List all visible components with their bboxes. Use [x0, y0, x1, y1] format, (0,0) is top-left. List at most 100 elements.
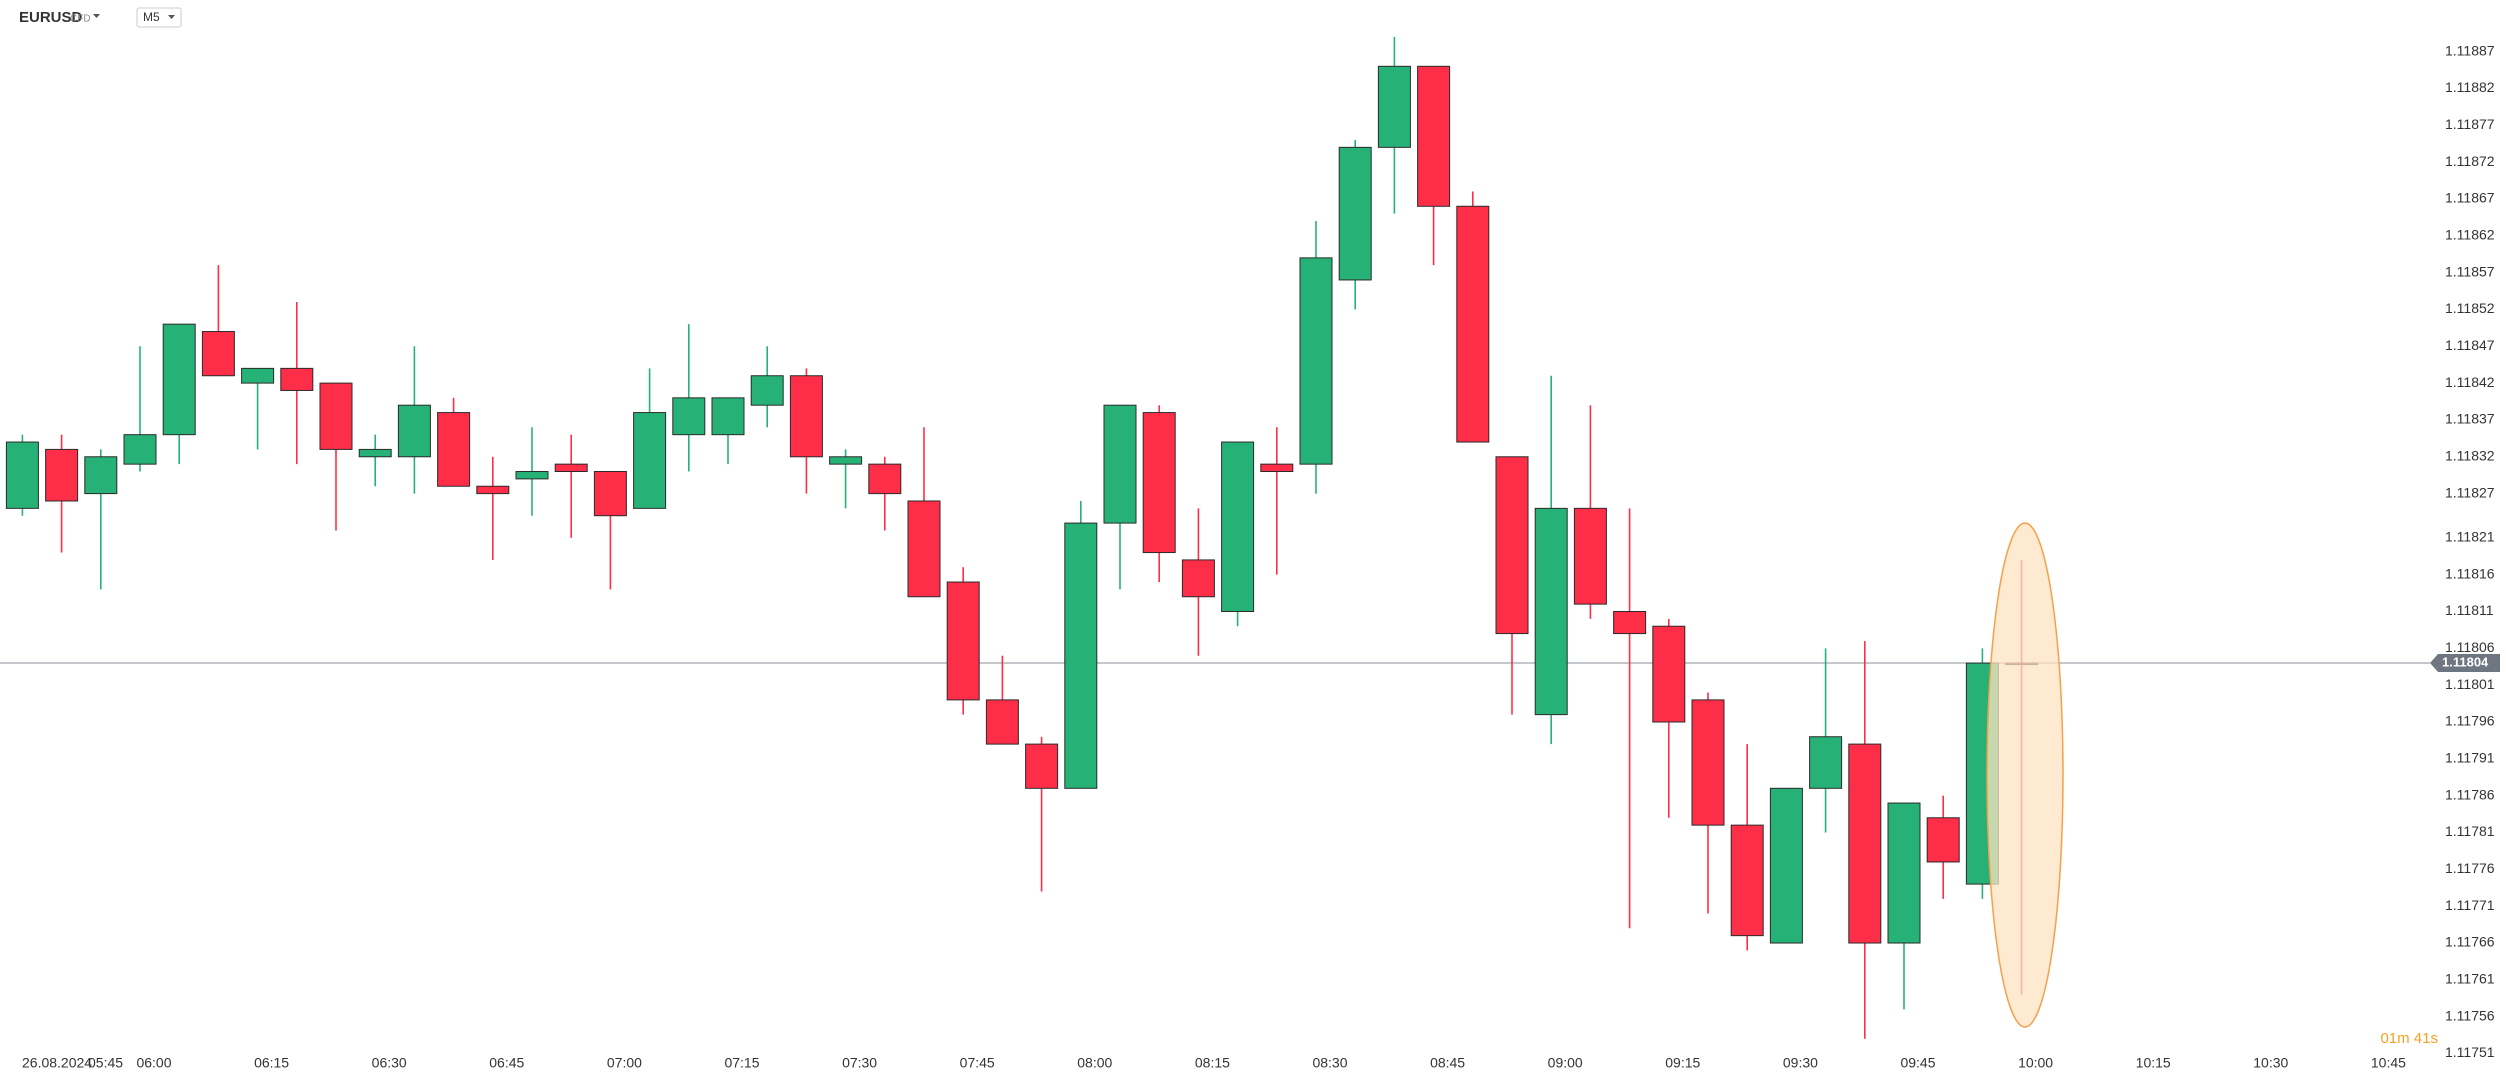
- candle-body: [1456, 205, 1490, 443]
- candle-body: [84, 456, 118, 495]
- candle-body: [829, 456, 863, 465]
- y-tick-label: 1.11827: [2445, 484, 2495, 500]
- x-tick-label: 08:45: [1430, 1055, 1465, 1071]
- market: CFD: [70, 14, 91, 25]
- candle-body: [1064, 522, 1098, 789]
- candle-body: [1338, 146, 1372, 281]
- symbol-caret[interactable]: [93, 14, 100, 18]
- x-tick-label: 09:45: [1900, 1055, 1935, 1071]
- x-tick-label: 05:45: [88, 1055, 123, 1071]
- countdown: 01m 41s: [2380, 1030, 2438, 1047]
- x-tick-label: 08:00: [1077, 1055, 1112, 1071]
- candle-body: [1652, 625, 1686, 723]
- y-tick-label: 1.11887: [2445, 42, 2495, 58]
- candle-body: [1103, 404, 1137, 524]
- y-tick-label: 1.11766: [2445, 934, 2495, 950]
- date-label: 26.08.2024: [22, 1055, 92, 1071]
- x-tick-label: 06:15: [254, 1055, 289, 1071]
- candle-body: [201, 331, 235, 377]
- last-price-label: 1.11804: [2442, 654, 2489, 669]
- candle-body: [672, 397, 706, 436]
- x-tick-label: 10:45: [2371, 1055, 2406, 1071]
- x-tick-label: 06:00: [136, 1055, 171, 1071]
- timeframe-box[interactable]: [136, 7, 182, 28]
- candle-body: [1926, 817, 1960, 863]
- y-tick-label: 1.11796: [2445, 713, 2495, 729]
- x-tick-label: 10:00: [2018, 1055, 2053, 1071]
- candle-body: [1181, 559, 1215, 598]
- y-tick-label: 1.11776: [2445, 860, 2495, 876]
- y-tick-label: 1.11756: [2445, 1007, 2495, 1023]
- candle-body: [946, 581, 980, 701]
- candle-body: [319, 382, 353, 450]
- candle-body: [280, 367, 314, 391]
- y-tick-label: 1.11847: [2445, 337, 2495, 353]
- candle-body: [1377, 65, 1411, 148]
- y-tick-label: 1.11852: [2445, 300, 2495, 316]
- y-tick-label: 1.11761: [2445, 971, 2495, 987]
- candle-body: [1142, 412, 1176, 554]
- candle-body: [789, 375, 823, 458]
- candle-body: [711, 397, 745, 436]
- x-tick-label: 07:15: [724, 1055, 759, 1071]
- x-tick-label: 07:45: [960, 1055, 995, 1071]
- x-tick-label: 06:45: [489, 1055, 524, 1071]
- y-tick-label: 1.11857: [2445, 263, 2495, 279]
- y-tick-label: 1.11751: [2445, 1044, 2495, 1060]
- y-tick-label: 1.11882: [2445, 79, 2495, 95]
- candle-body: [907, 500, 941, 598]
- y-tick-label: 1.11872: [2445, 153, 2495, 169]
- candle-body: [1887, 802, 1921, 944]
- candle-body: [1848, 743, 1882, 944]
- y-tick-label: 1.11816: [2445, 565, 2495, 581]
- candle-body: [554, 463, 588, 473]
- x-tick-label: 07:00: [607, 1055, 642, 1071]
- candle-body: [1691, 699, 1725, 826]
- timeframe-caret[interactable]: [168, 15, 175, 19]
- y-tick-label: 1.11867: [2445, 190, 2495, 206]
- candle-body: [868, 463, 902, 495]
- candle-body: [241, 367, 275, 384]
- x-tick-label: 10:30: [2253, 1055, 2288, 1071]
- candle-body: [515, 471, 549, 480]
- y-tick-label: 1.11842: [2445, 374, 2495, 390]
- candle-body: [1534, 507, 1568, 716]
- candle-body: [1299, 257, 1333, 465]
- timeframe[interactable]: M5: [143, 10, 160, 24]
- y-tick-label: 1.11791: [2445, 750, 2495, 766]
- x-tick-label: 09:30: [1783, 1055, 1818, 1071]
- y-tick-label: 1.11837: [2445, 411, 2495, 427]
- symbol[interactable]: EURUSD: [19, 9, 83, 26]
- candle-body: [593, 471, 627, 517]
- candle-body: [45, 448, 79, 502]
- y-tick-label: 1.11781: [2445, 823, 2495, 839]
- candle-body: [437, 412, 471, 487]
- y-tick-label: 1.11806: [2445, 639, 2495, 655]
- candle-body: [397, 404, 431, 458]
- x-tick-label: 07:30: [842, 1055, 877, 1071]
- candle-body: [633, 412, 667, 509]
- toolbar: EURUSD CFD M5: [19, 7, 182, 28]
- highlight-ellipse: [1986, 522, 2064, 1028]
- candle-body: [5, 441, 39, 509]
- candle-body: [985, 699, 1019, 745]
- y-tick-label: 1.11771: [2445, 897, 2495, 913]
- x-tick-label: 09:15: [1665, 1055, 1700, 1071]
- y-tick-label: 1.11821: [2445, 529, 2495, 545]
- candle-body: [123, 434, 157, 465]
- candle-body: [1613, 610, 1647, 635]
- x-tick-label: 08:30: [1312, 1055, 1347, 1071]
- candle-body: [1260, 463, 1294, 473]
- candle-body: [476, 485, 510, 495]
- candle-body: [1769, 787, 1803, 944]
- y-tick-label: 1.11801: [2445, 676, 2495, 692]
- x-tick-label: 10:15: [2136, 1055, 2171, 1071]
- candle-body: [750, 375, 784, 406]
- x-tick-label: 08:15: [1195, 1055, 1230, 1071]
- x-tick-label: 06:30: [372, 1055, 407, 1071]
- candle-body: [1221, 441, 1255, 612]
- candle-body: [1025, 743, 1059, 789]
- last-price-tag-shape: [2430, 654, 2500, 673]
- last-price-tag: 1.11804: [2430, 654, 2500, 673]
